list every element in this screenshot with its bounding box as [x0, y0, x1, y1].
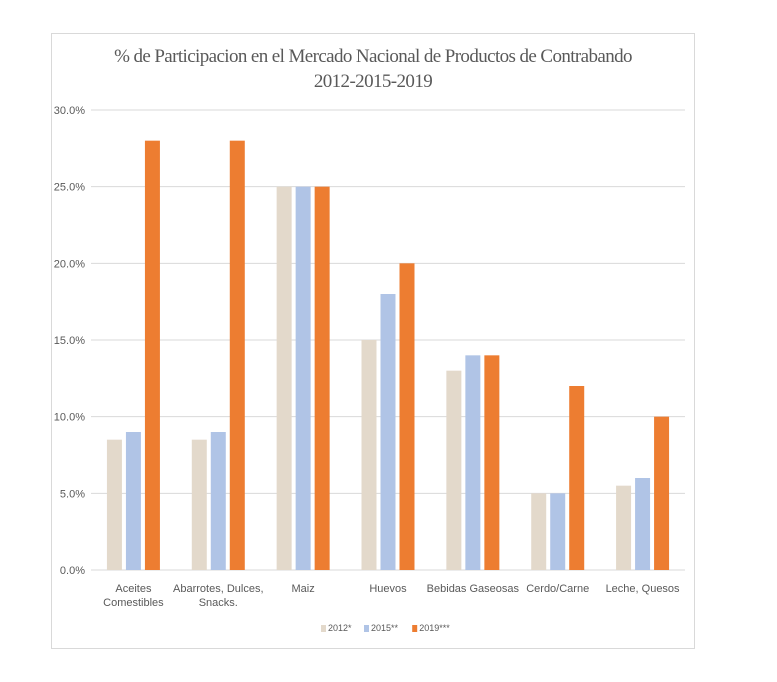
bar-2015-3 — [380, 294, 396, 570]
x-category-label: Huevos — [369, 583, 407, 595]
x-category-label: Bebidas Gaseosas — [427, 583, 520, 595]
bar-2012-4 — [446, 370, 462, 570]
bar-2012-6 — [616, 485, 632, 570]
x-category-label: Maiz — [292, 583, 315, 595]
bar-2012-5 — [531, 493, 547, 570]
legend: 2012* 2015** 2019*** — [321, 623, 450, 633]
legend-label: 2015** — [371, 623, 399, 633]
x-category-label: Cerdo/Carne — [526, 583, 589, 595]
legend-swatch — [412, 625, 418, 632]
bar-2012-1 — [191, 439, 207, 570]
bar-2015-5 — [550, 493, 566, 570]
bar-2015-1 — [210, 432, 226, 570]
x-category-label: Leche, Quesos — [606, 583, 680, 595]
y-tick-label: 5.0% — [60, 488, 85, 500]
bar-2015-4 — [465, 355, 481, 570]
bar-2019-4 — [484, 355, 500, 570]
bar-2012-2 — [276, 186, 292, 570]
bar-2015-6 — [635, 478, 651, 570]
legend-swatch — [364, 625, 369, 632]
bar-2019-6 — [654, 416, 670, 570]
y-tick-label: 10.0% — [54, 412, 85, 424]
y-tick-label: 15.0% — [54, 335, 85, 347]
bar-2019-1 — [229, 140, 245, 570]
legend-swatch — [321, 625, 326, 632]
bars — [106, 140, 670, 570]
legend-label: 2012* — [328, 623, 352, 633]
chart-subtitle: 2012-2015-2019 — [313, 71, 433, 92]
bar-2012-0 — [106, 439, 122, 570]
bar-2015-0 — [125, 432, 141, 570]
y-tick-label: 20.0% — [54, 258, 85, 270]
bar-2019-3 — [399, 263, 415, 570]
y-tick-label: 0.0% — [60, 565, 85, 577]
y-tick-label: 25.0% — [54, 182, 85, 194]
legend-label: 2019*** — [419, 623, 450, 633]
x-axis-labels: Aceites Comestibles Abarrotes, Dulces, Snac… — [103, 583, 680, 609]
bar-2019-0 — [144, 140, 160, 570]
x-category-label: Aceites Comestibles — [103, 583, 164, 609]
x-category-label: Abarrotes, Dulces, Snacks. — [173, 583, 263, 609]
bar-2015-2 — [295, 186, 311, 570]
bar-2019-2 — [314, 186, 330, 570]
y-tick-label: 30.0% — [54, 105, 85, 117]
bar-2012-3 — [361, 340, 377, 570]
chart-title: % de Participacion en el Mercado Naciona… — [114, 46, 632, 67]
bar-2019-5 — [569, 386, 585, 570]
y-axis-ticks: 0.0% 5.0% 10.0% 15.0% 20.0% 25.0% 30.0% — [54, 105, 85, 577]
